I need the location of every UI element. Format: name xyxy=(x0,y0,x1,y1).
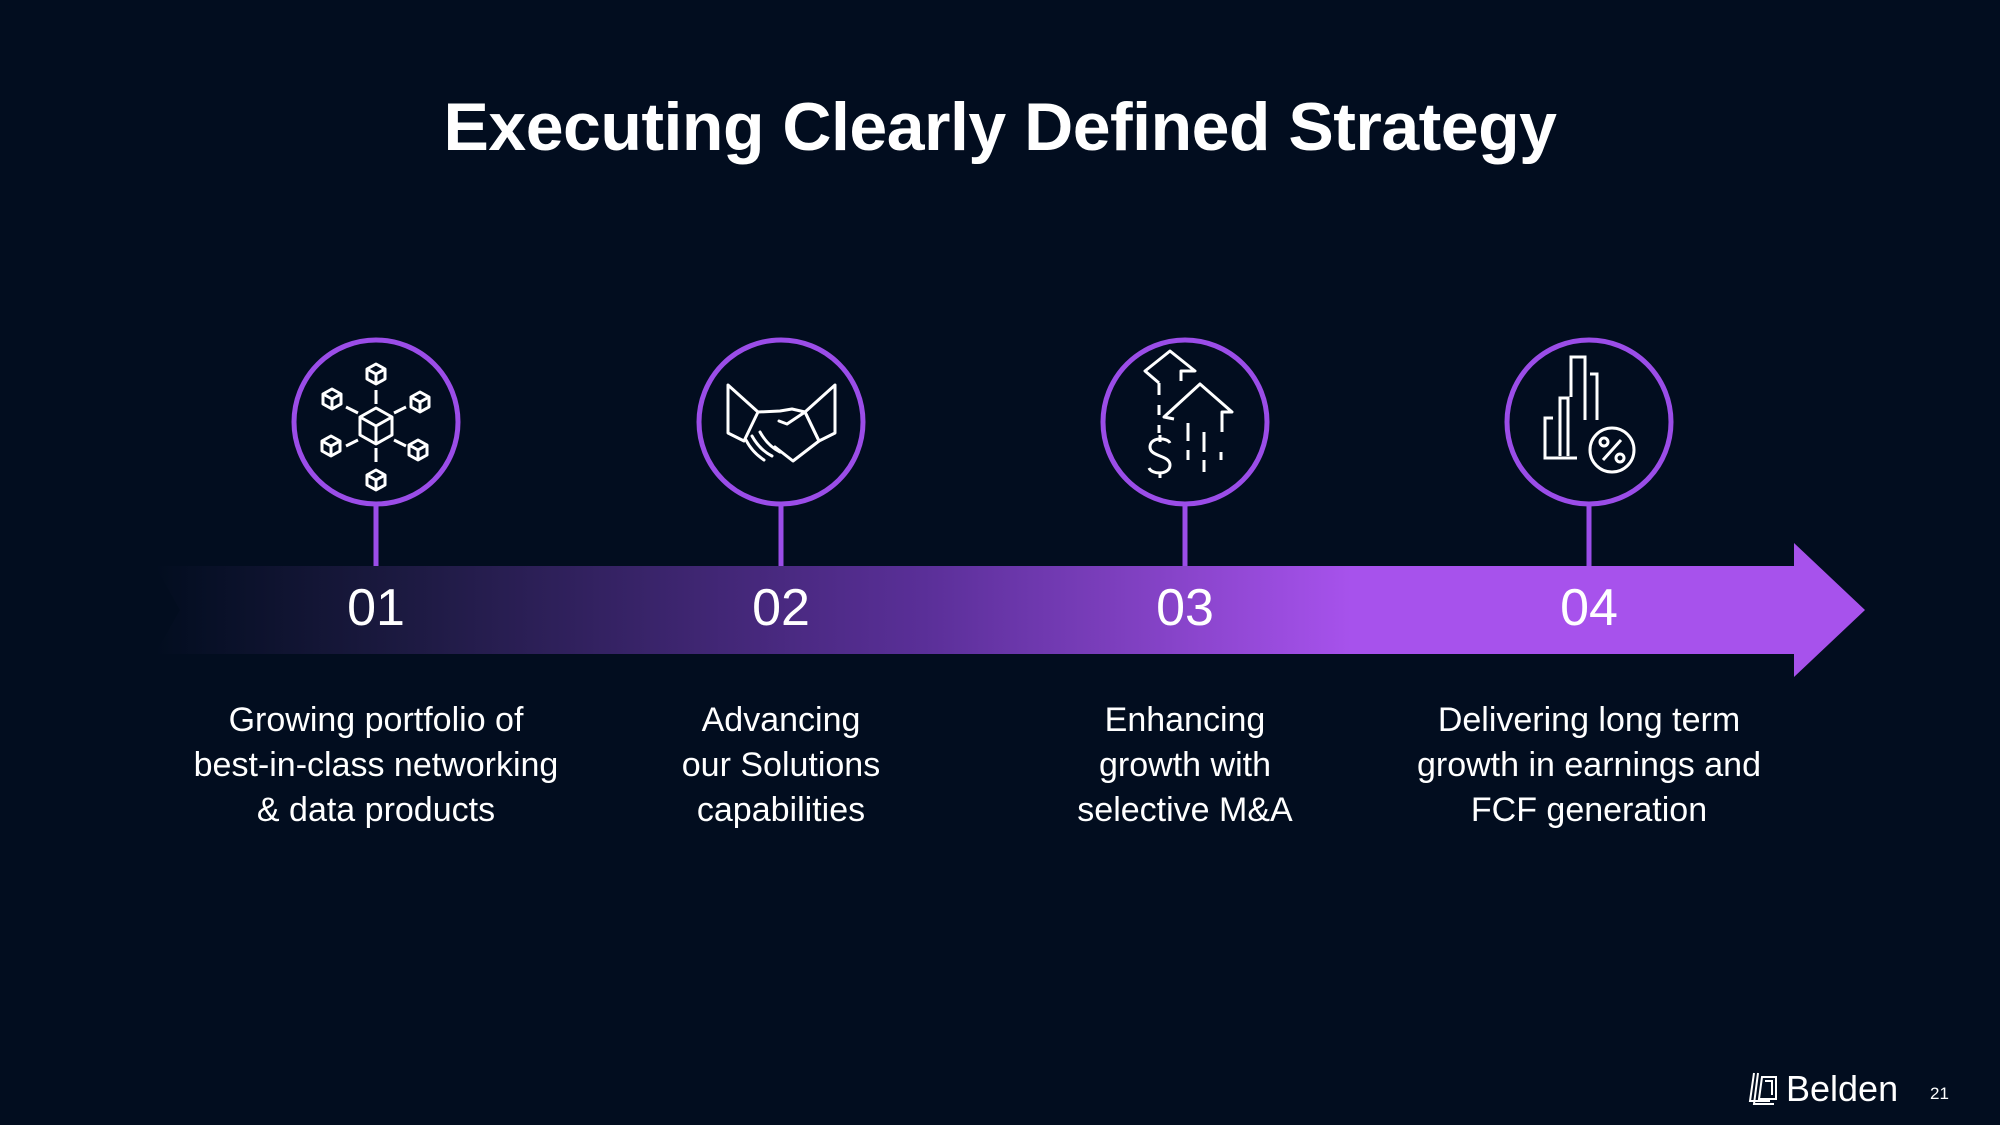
step-2-description: Advancing our Solutions capabilities xyxy=(571,698,991,833)
step-3-description: Enhancing growth with selective M&A xyxy=(975,698,1395,833)
desc-line: growth with xyxy=(1099,746,1271,784)
step-1-number: 01 xyxy=(347,579,405,637)
bar-chart-percent-icon xyxy=(1543,355,1636,474)
desc-line: capabilities xyxy=(696,791,866,829)
timeline-arrow xyxy=(155,543,1865,677)
page-number: 21 xyxy=(1930,1084,1949,1103)
handshake-icon xyxy=(726,383,837,463)
belden-logo: Belden xyxy=(1748,1068,1898,1110)
desc-line: Advancing xyxy=(701,701,861,739)
belden-logo-icon xyxy=(1748,1072,1777,1105)
desc-line: & data products xyxy=(256,791,496,829)
desc-line: selective M&A xyxy=(1077,791,1293,829)
desc-line: FCF generation xyxy=(1470,791,1708,829)
step-4-number: 04 xyxy=(1560,579,1618,637)
step-4-description: Delivering long term growth in earnings … xyxy=(1379,698,1799,833)
step-3-number: 03 xyxy=(1156,579,1214,637)
desc-line: Growing portfolio of xyxy=(228,701,524,739)
desc-line: best-in-class networking xyxy=(193,746,559,784)
desc-line: Delivering long term xyxy=(1437,701,1741,739)
desc-line: growth in earnings and xyxy=(1416,746,1761,784)
step-1-description: Growing portfolio of best-in-class netwo… xyxy=(166,698,586,833)
desc-line: Enhancing xyxy=(1104,701,1266,739)
page-title: Executing Clearly Defined Strategy xyxy=(443,89,1557,165)
brand-name: Belden xyxy=(1786,1068,1899,1109)
step-2-number: 02 xyxy=(752,579,810,637)
step-4-circle xyxy=(1504,337,1674,507)
dollar-growth-arrows-icon xyxy=(1143,349,1234,478)
distribution-boxes-icon xyxy=(320,362,431,492)
desc-line: our Solutions xyxy=(681,746,881,784)
